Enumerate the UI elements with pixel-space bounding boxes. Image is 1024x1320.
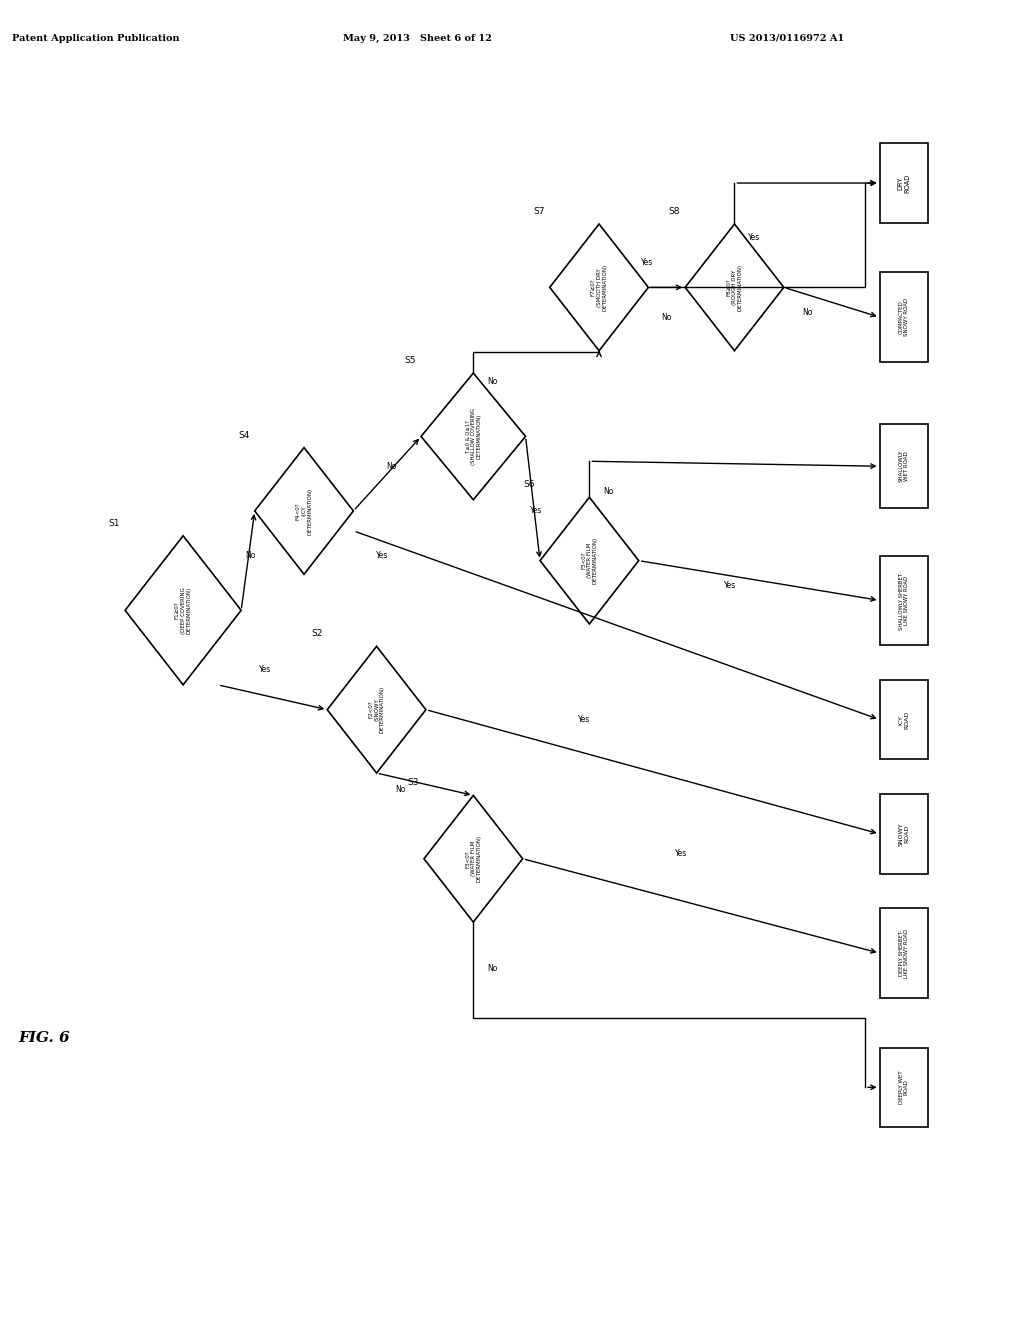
Text: US 2013/0116972 A1: US 2013/0116972 A1 [730, 34, 844, 44]
Text: Yes: Yes [641, 257, 653, 267]
Text: DEEPLY SHERBET-
LIKE SNOWY ROAD: DEEPLY SHERBET- LIKE SNOWY ROAD [898, 928, 909, 978]
Text: Yes: Yes [530, 507, 543, 515]
Text: No: No [395, 784, 406, 793]
Text: Yes: Yes [748, 234, 760, 242]
Text: Patent Application Publication: Patent Application Publication [12, 34, 179, 44]
Text: No: No [487, 964, 498, 973]
Text: SHALLOWLY
WET ROAD: SHALLOWLY WET ROAD [898, 450, 909, 482]
Text: Yes: Yes [376, 552, 388, 560]
Text: SNOWY
ROAD: SNOWY ROAD [898, 822, 909, 846]
Text: T≤0 & Q≥1?
(SHALLOW COVERING
DETERMINATION): T≤0 & Q≥1? (SHALLOW COVERING DETERMINATI… [465, 408, 481, 465]
Text: S4: S4 [239, 430, 250, 440]
Text: S1: S1 [109, 519, 120, 528]
Bar [880, 680, 928, 759]
Text: F8≥0?
(ROUGH DRY
DETERMINATION): F8≥0? (ROUGH DRY DETERMINATION) [726, 264, 742, 312]
Bar [880, 1048, 928, 1127]
Bar [880, 144, 928, 223]
Text: May 9, 2013   Sheet 6 of 12: May 9, 2013 Sheet 6 of 12 [343, 34, 492, 44]
Text: No: No [662, 313, 672, 322]
Text: F2<0?
(SNOWY
DETERMINATION): F2<0? (SNOWY DETERMINATION) [369, 686, 385, 733]
Text: FIG. 6: FIG. 6 [18, 1031, 71, 1044]
Text: ICY
ROAD: ICY ROAD [898, 710, 909, 729]
Text: Yes: Yes [259, 665, 271, 675]
Text: S6: S6 [523, 480, 536, 490]
Bar [880, 556, 928, 645]
Text: F7≥0?
(SMOOTH DRY
DETERMINATION): F7≥0? (SMOOTH DRY DETERMINATION) [591, 264, 607, 312]
Bar [880, 424, 928, 508]
Text: Yes: Yes [579, 715, 591, 725]
Text: S2: S2 [311, 630, 323, 639]
Text: S7: S7 [534, 207, 545, 216]
Text: S3: S3 [408, 779, 419, 788]
Text: Yes: Yes [675, 849, 687, 858]
Text: No: No [386, 462, 396, 471]
Text: F3<0?
(WATER FILM
DETERMINATION): F3<0? (WATER FILM DETERMINATION) [581, 537, 598, 585]
Bar [880, 908, 928, 998]
Bar [880, 795, 928, 874]
Text: No: No [487, 378, 498, 387]
Text: DRY
ROAD: DRY ROAD [897, 173, 910, 193]
Bar [880, 272, 928, 362]
Text: No: No [802, 308, 812, 317]
Text: No: No [246, 552, 256, 560]
Text: S8: S8 [669, 207, 680, 216]
Text: F1≥0?
(DEEP COVERING
DETERMINATION): F1≥0? (DEEP COVERING DETERMINATION) [175, 587, 191, 634]
Text: F4<0?
(ICY
DETERMINATION): F4<0? (ICY DETERMINATION) [296, 487, 312, 535]
Text: No: No [603, 487, 614, 495]
Text: Yes: Yes [724, 581, 736, 590]
Text: DEEPLY WET
ROAD: DEEPLY WET ROAD [898, 1071, 909, 1104]
Text: SHALLOWLY SHERBET-
LIKE SNOWY ROAD: SHALLOWLY SHERBET- LIKE SNOWY ROAD [898, 572, 909, 630]
Text: F3<0?
(WATER FILM
DETERMINATION): F3<0? (WATER FILM DETERMINATION) [465, 836, 481, 882]
Text: S5: S5 [404, 356, 416, 366]
Text: COMPACTED
SNOWY ROAD: COMPACTED SNOWY ROAD [898, 298, 909, 337]
